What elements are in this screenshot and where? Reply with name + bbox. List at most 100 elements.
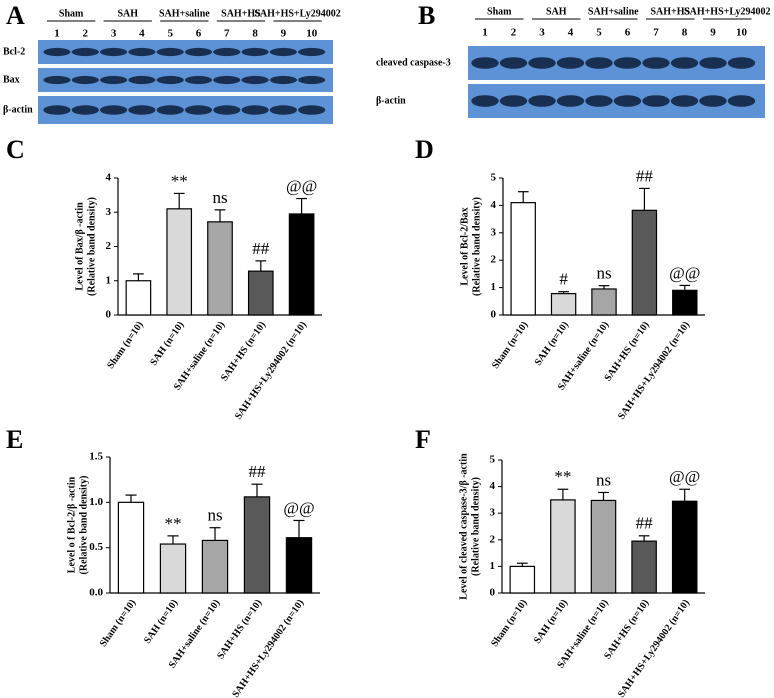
band: [184, 75, 213, 85]
y-axis-label: (Relative band density): [78, 476, 89, 575]
bar: [207, 221, 233, 316]
lane-number: 5: [596, 27, 602, 39]
band: [184, 105, 213, 115]
group-label: SAH+saline: [159, 8, 210, 19]
bar: [247, 270, 274, 316]
lane-number: 4: [568, 27, 574, 39]
band: [71, 47, 99, 57]
bar: [117, 501, 145, 594]
band: [670, 95, 699, 107]
band: [100, 47, 128, 57]
lane-number: 6: [625, 27, 631, 39]
bar: [591, 288, 617, 316]
band: [727, 57, 756, 69]
y-tick-label: 1.5: [89, 451, 103, 463]
lane-number: 10: [306, 28, 318, 40]
row-label: β-actin: [3, 104, 33, 115]
panel-letter: B: [418, 1, 435, 30]
band: [670, 57, 699, 69]
band: [184, 47, 213, 57]
bar: [672, 289, 698, 316]
y-axis-label: Level of Bcl-2/Bax: [459, 207, 470, 285]
group-label: Sham: [59, 8, 84, 19]
row-label: β-actin: [376, 95, 406, 106]
group-label: SAH+saline: [588, 6, 639, 17]
bar: [201, 539, 229, 594]
bar: [166, 208, 193, 316]
band: [128, 105, 156, 115]
x-tick-label: SAH+HS+Ly294002 (n=10): [233, 320, 309, 422]
y-axis-label: Level o f Bcl-2/β -actin: [66, 476, 77, 573]
band: [156, 105, 184, 115]
lane-number: 8: [682, 27, 688, 39]
band: [613, 57, 642, 69]
y-tick-label: 4: [491, 199, 497, 211]
band: [585, 57, 613, 69]
band: [128, 75, 156, 85]
band: [528, 57, 556, 69]
band: [43, 105, 71, 115]
significance-label: ns: [596, 470, 611, 489]
band: [699, 57, 727, 69]
significance-label: ##: [636, 166, 654, 185]
significance-label: ##: [252, 239, 270, 258]
band: [241, 75, 269, 85]
row-label: Bax: [3, 74, 20, 85]
band: [156, 47, 184, 57]
band: [471, 95, 499, 107]
y-tick-label: 1: [491, 281, 497, 293]
band: [556, 95, 585, 107]
significance-label: @@: [669, 467, 700, 486]
x-tick-label: SAH (n=10): [533, 320, 571, 368]
y-tick-label: 4: [106, 172, 112, 184]
lane-number: 2: [83, 28, 89, 40]
band: [213, 47, 241, 57]
lane-number: 9: [710, 27, 716, 39]
y-tick-label: 3: [491, 226, 497, 238]
bar: [159, 543, 187, 594]
bar: [550, 499, 576, 594]
x-tick-label: SAH+HS+Ly294002 (n=10): [230, 598, 306, 698]
band: [43, 47, 71, 57]
band: [241, 47, 269, 57]
y-axis-label: Level of cleaved caspase-3/β -actin: [458, 453, 469, 600]
band: [499, 95, 528, 107]
lane-number: 6: [196, 28, 202, 40]
lane-number: 5: [167, 28, 173, 40]
y-tick-label: 1: [106, 274, 112, 286]
band: [71, 75, 99, 85]
bar: [243, 496, 271, 594]
bar: [509, 565, 536, 594]
bar: [288, 213, 315, 316]
y-tick-label: 1.0: [89, 496, 103, 508]
significance-label: ns: [212, 188, 227, 207]
lane-number: 10: [736, 27, 748, 39]
lane-number: 1: [54, 28, 60, 40]
lane-number: 4: [139, 28, 145, 40]
y-tick-label: 2: [491, 254, 497, 266]
bar: [125, 280, 152, 316]
bar: [510, 202, 536, 316]
bar: [285, 537, 313, 594]
group-label: SAH+HS: [650, 6, 690, 17]
bar: [671, 500, 698, 594]
x-tick-label: SAH+HS+Ly294002 (n=10): [616, 320, 692, 422]
band: [298, 105, 326, 115]
lane-number: 7: [653, 27, 659, 39]
significance-label: @@: [286, 176, 317, 195]
band: [213, 75, 241, 85]
significance-label: ns: [596, 264, 611, 283]
x-tick-label: SAH+HS (n=10): [215, 598, 264, 662]
band: [269, 75, 297, 85]
y-tick-label: 4: [490, 480, 496, 492]
band: [43, 75, 71, 85]
panel-letter: D: [415, 135, 434, 164]
band: [613, 95, 642, 107]
band: [298, 75, 326, 85]
y-tick-label: 5: [491, 172, 497, 184]
lane-number: 1: [482, 27, 488, 39]
band: [585, 95, 613, 107]
band: [269, 105, 297, 115]
significance-label: ##: [249, 462, 267, 481]
